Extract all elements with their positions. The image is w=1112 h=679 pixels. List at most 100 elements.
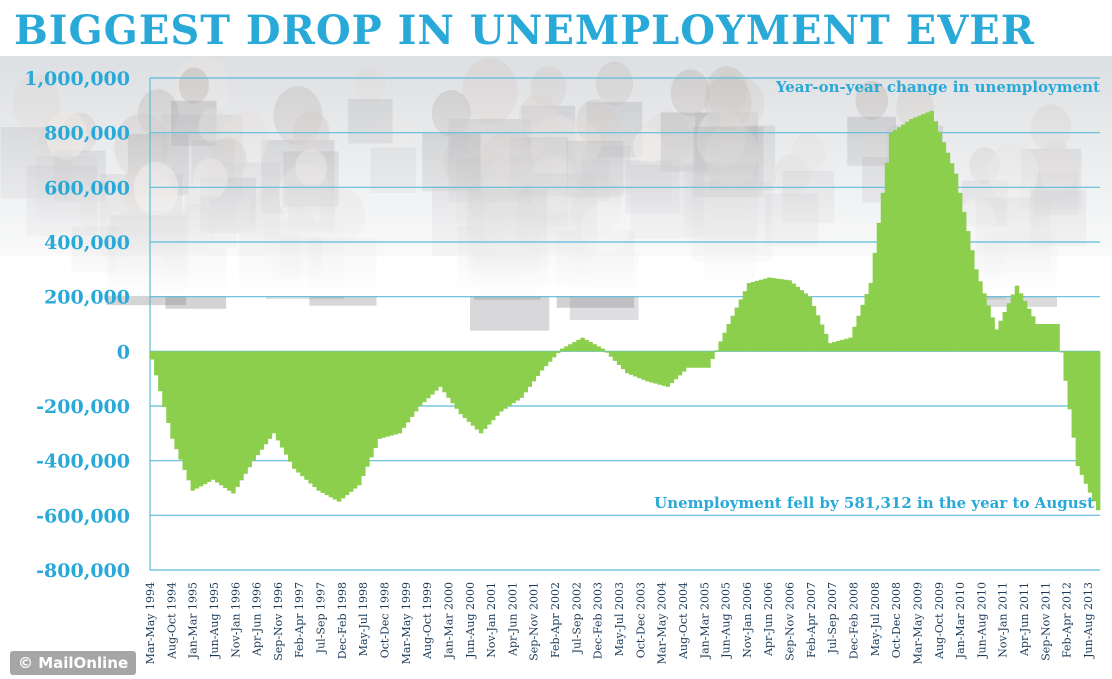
bar [653,351,658,384]
bar [742,291,748,352]
bar [767,277,772,352]
bar [1059,351,1064,353]
bar [718,341,723,352]
bar [259,351,265,450]
bar [572,342,577,352]
bar [596,346,602,352]
bar [361,351,366,476]
bar [231,351,236,494]
x-tick-label: May-Jul 2003 [613,582,626,656]
bar [1079,351,1085,475]
bar [393,351,399,435]
bar [844,338,849,352]
bar [616,351,622,365]
bar [547,351,553,362]
bar [1026,308,1032,352]
bar [174,351,179,450]
x-tick-label: Feb-Apr 2012 [1061,582,1074,658]
bar [1039,324,1044,352]
bar [1095,351,1101,511]
bar [868,283,874,352]
bar [515,351,520,401]
bar [267,351,273,439]
bar [150,351,155,360]
bar [158,351,163,392]
bar [239,351,244,481]
bar [657,351,662,385]
bar [592,344,597,352]
bar [661,351,666,386]
bar [300,351,305,477]
bar [897,127,902,352]
bar [994,329,999,352]
x-tick-label: Apr-Jun 1996 [251,582,264,657]
bar [860,304,865,352]
bar [190,351,196,491]
chart-annotation: Unemployment fell by 581,312 in the year… [654,494,1094,512]
bar [1067,351,1072,410]
bar [426,351,431,399]
bar [641,351,646,380]
bar [519,351,524,398]
bar [807,296,813,352]
bar [600,348,606,352]
bar [649,351,654,383]
bar [629,351,634,375]
x-tick-label: Aug-Oct 1994 [165,582,178,660]
bar [1030,316,1036,352]
bar [1063,351,1068,381]
bar [892,129,898,352]
bar [551,351,557,358]
bar [478,351,484,434]
bar [1071,351,1077,438]
bar [884,162,890,352]
bar [771,278,776,352]
bar [507,351,512,406]
x-tick-label: Mar-May 1994 [144,582,157,664]
bar [917,115,922,352]
x-tick-label: Jun-Aug 1995 [208,582,221,659]
bar [677,351,683,376]
y-tick-label: -200,000 [36,396,130,418]
bar [275,351,281,441]
bar [422,351,427,403]
bar [405,351,411,423]
x-tick-label: Jul-Sep 2007 [826,582,839,654]
bar [539,351,545,371]
bar [608,351,614,357]
x-tick-label: Jun-Aug 2000 [464,582,477,659]
bar [304,351,309,480]
bar [625,351,630,374]
bar [214,351,220,483]
bar [527,351,533,387]
bar [957,192,963,352]
bar [612,351,618,361]
bar [763,278,768,352]
bar [665,351,671,387]
y-axis: -800,000 -600,000 -400,000 -200,000 0 200,000… [24,68,130,582]
x-tick-label: Jul-Sep 2002 [570,582,583,654]
bar [836,340,841,352]
x-axis: Mar-May 1994 Aug-Oct 1994 Jan-Mar 1995 Jun-… [144,582,1095,664]
x-tick-label: Jul-Sep 1997 [315,582,328,654]
background-crowd-photo [0,0,1112,331]
bar [227,351,232,491]
bars [150,110,1101,511]
bar [243,351,248,474]
x-tick-label: Dec-Feb 2003 [592,582,605,659]
bar [263,351,269,445]
bar [178,351,183,460]
bar [194,351,200,489]
bar [905,121,910,352]
bar [722,332,727,352]
bar [819,324,825,352]
bar [482,351,488,429]
bar [1002,311,1008,352]
bar [1022,301,1028,352]
bar [978,281,983,352]
y-tick-label: 200,000 [44,287,130,309]
bar [746,283,752,352]
x-tick-label: May-Jul 2008 [869,582,882,656]
bar [251,351,256,461]
